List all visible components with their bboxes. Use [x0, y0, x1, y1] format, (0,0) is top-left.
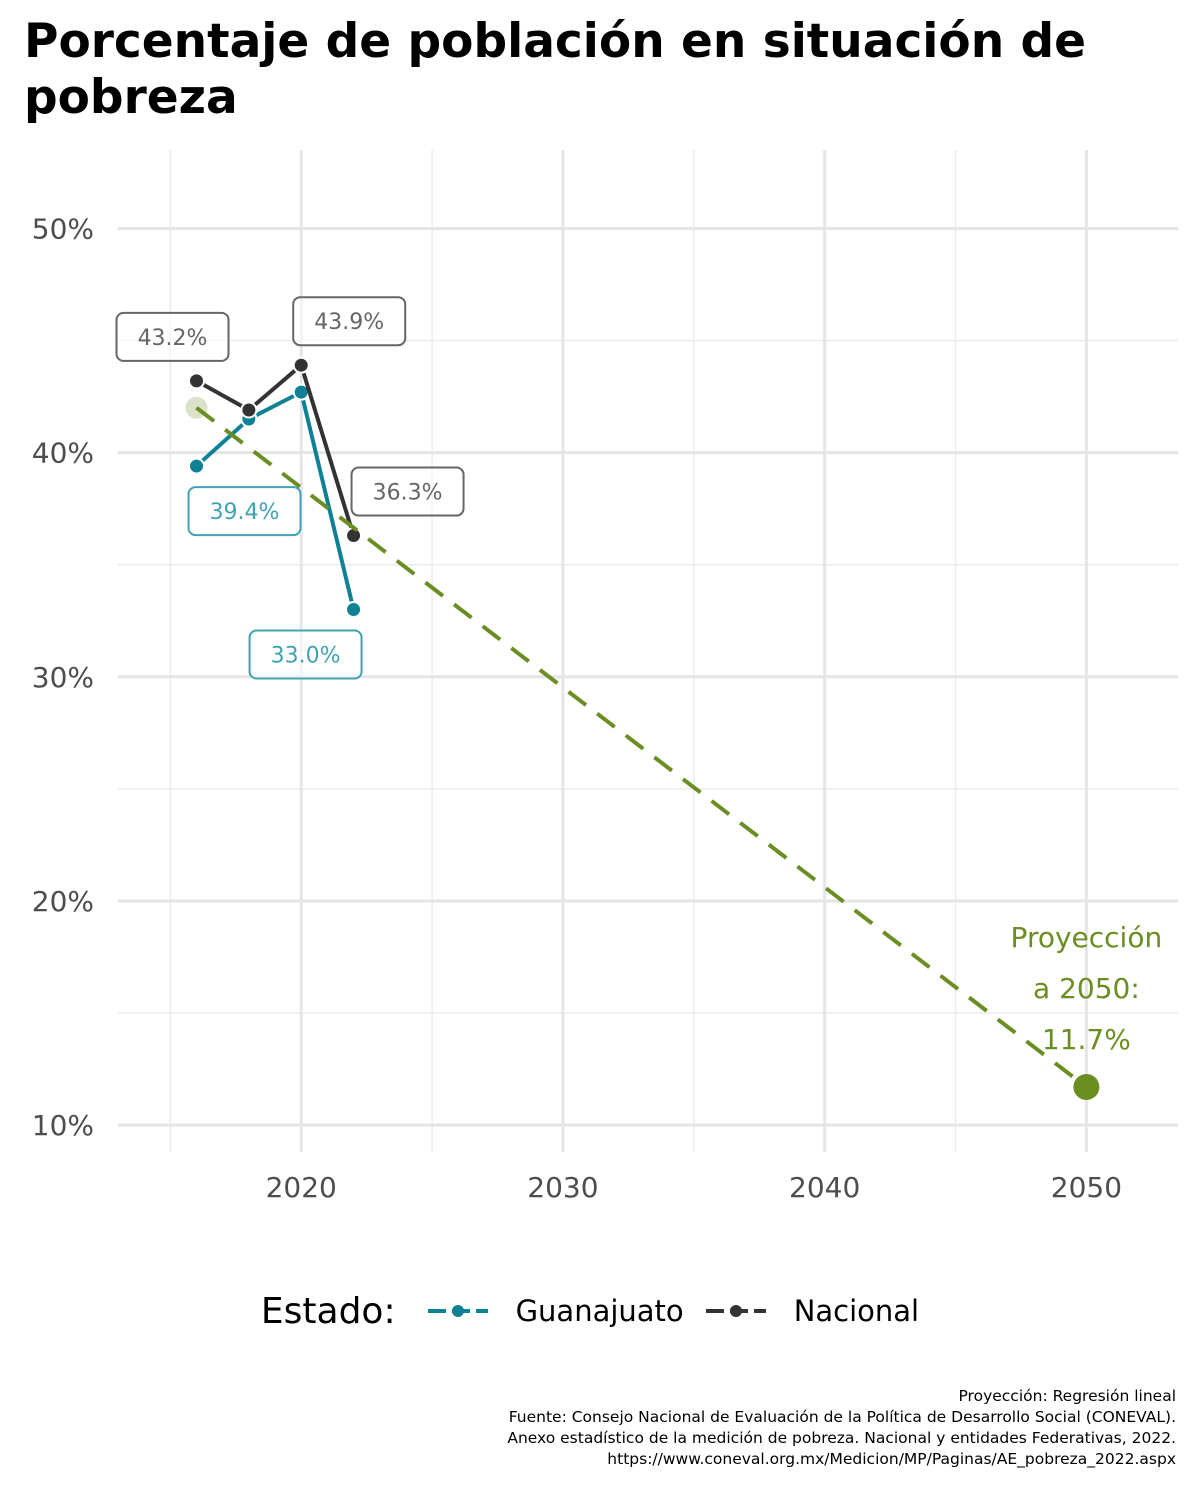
data-label-guanajuato: 39.4%	[187, 486, 302, 537]
caption-line-method: Proyección: Regresión lineal	[958, 1387, 1176, 1405]
x-tick-label: 2020	[266, 1171, 337, 1204]
data-label-text: 39.4%	[210, 500, 280, 525]
y-tick-label: 20%	[32, 885, 94, 918]
data-label-nacional: 36.3%	[350, 466, 465, 517]
projection-label: a 2050:	[1033, 972, 1140, 1005]
data-point-nacional	[240, 401, 258, 419]
data-point-guanajuato	[345, 601, 363, 619]
projection-start-point	[185, 396, 208, 419]
y-tick-label: 40%	[32, 437, 94, 470]
x-tick-label: 2030	[527, 1171, 598, 1204]
data-label-text: 43.9%	[314, 310, 384, 335]
projection-label: Proyección	[1011, 921, 1163, 954]
series-line-nacional	[195, 363, 356, 537]
data-point-nacional	[188, 372, 206, 390]
data-label-box	[187, 486, 302, 537]
data-label-text: 43.2%	[138, 326, 208, 351]
x-tick-label: 2040	[789, 1171, 860, 1204]
data-label-box	[248, 629, 363, 680]
series-line-guanajuato	[195, 390, 356, 610]
data-label-box	[292, 296, 407, 347]
data-label-box	[350, 466, 465, 517]
y-axis-ticks: 10% 20% 30% 40% 50%	[32, 212, 94, 1142]
series-layer	[188, 356, 363, 619]
legend-item-guanajuato: Guanajuato	[426, 1294, 684, 1328]
data-label-text: 36.3%	[373, 481, 443, 506]
data-point-nacional	[345, 527, 363, 545]
x-axis-ticks: 2020 2030 2040 2050	[266, 1171, 1122, 1204]
data-point-guanajuato	[188, 457, 206, 475]
line-chart: 10% 20% 30% 40% 50% 2020 2030 2040 2050 Proyecc…	[32, 150, 1178, 1204]
legend-title: Estado:	[260, 1290, 396, 1332]
caption-line-source: Fuente: Consejo Nacional de Evaluación d…	[508, 1408, 1176, 1426]
data-label-nacional: 43.2%	[115, 311, 230, 362]
data-label-box	[115, 311, 230, 362]
legend-key-guanajuato	[427, 1305, 488, 1317]
data-labels-layer: 39.4% 33.0% 43.2% 43.9% 36.3%	[115, 296, 465, 680]
caption-line-url: https://www.coneval.org.mx/Medicion/MP/P…	[607, 1450, 1176, 1468]
y-tick-label: 50%	[32, 212, 94, 245]
projection-label: 11.7%	[1042, 1023, 1131, 1056]
data-label-nacional: 43.9%	[292, 296, 407, 347]
caption-line-annex: Anexo estadístico de la medición de pobr…	[507, 1429, 1176, 1447]
x-tick-label: 2050	[1051, 1171, 1122, 1204]
legend-item-nacional: Nacional	[704, 1294, 919, 1328]
y-tick-label: 10%	[32, 1109, 94, 1142]
data-label-text: 33.0%	[271, 644, 341, 669]
legend-label-nacional: Nacional	[793, 1294, 920, 1328]
projection-layer: Proyección a 2050: 11.7%	[185, 396, 1163, 1100]
data-point-nacional	[292, 356, 310, 374]
legend: Estado: Guanajuato Nacional	[0, 1285, 1200, 1337]
caption: Proyección: Regresión lineal Fuente: Con…	[76, 1386, 1176, 1470]
data-label-guanajuato: 33.0%	[248, 629, 363, 680]
legend-label-guanajuato: Guanajuato	[515, 1294, 684, 1328]
legend-key-nacional	[705, 1305, 766, 1317]
chart-title: Porcentaje de población en situación de …	[24, 14, 1087, 125]
y-tick-label: 30%	[32, 661, 94, 694]
projection-line	[195, 406, 1088, 1089]
projection-end-point	[1073, 1073, 1100, 1100]
